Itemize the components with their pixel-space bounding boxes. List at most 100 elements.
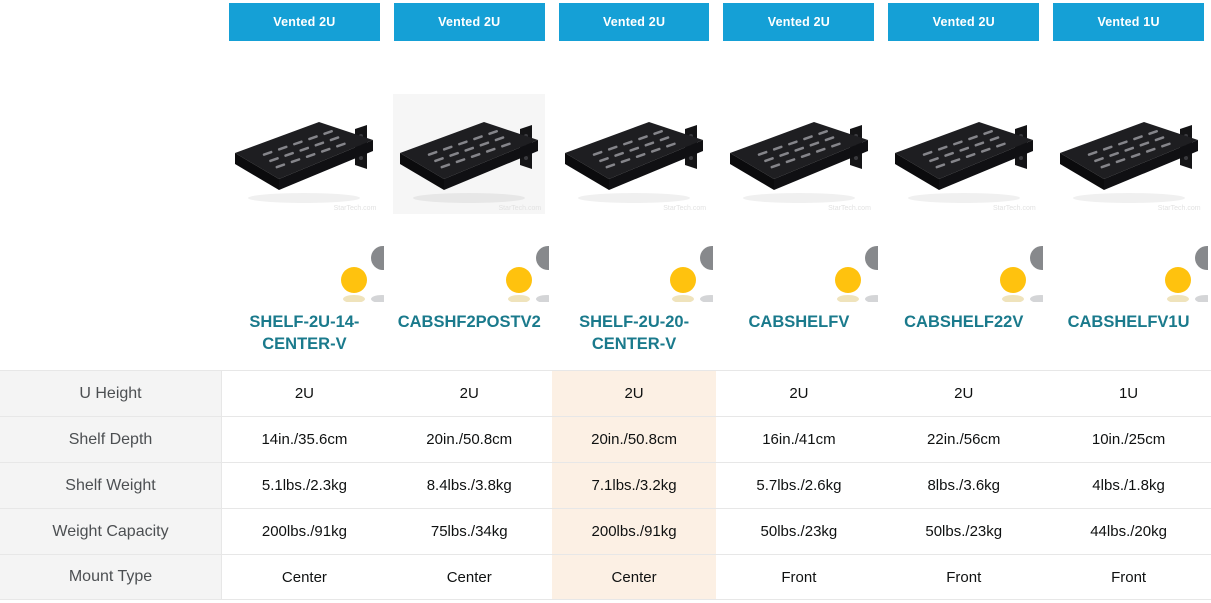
gray-dot-icon <box>700 246 714 270</box>
image-watermark: StarTech.com <box>828 205 871 212</box>
cell-mount_type: Front <box>781 568 817 586</box>
row-label-shelf_depth: Shelf Depth <box>0 417 222 462</box>
cell-weight_capacity: 44lbs./20kg <box>1090 523 1167 540</box>
gray-dot-reflection <box>535 295 549 302</box>
row-label-mount_type: Mount Type <box>0 555 222 599</box>
cell-u_height: 2U <box>551 371 717 416</box>
product-column: Vented 2U <box>552 0 717 370</box>
row-label-u_height: U Height <box>0 371 222 416</box>
cell-shelf_depth: 10in./25cm <box>1091 431 1166 448</box>
cell-weight_capacity: 200lbs./91kg <box>551 509 717 554</box>
product-image[interactable]: StarTech.com <box>228 94 380 214</box>
products-header: Vented 2U <box>0 0 1208 370</box>
cell-shelf_weight: 8.4lbs./3.8kg <box>426 477 512 494</box>
cell-mount_type: Center <box>551 555 717 599</box>
product-title-link[interactable]: CABSHELF22V <box>904 313 1024 331</box>
gray-dot-icon <box>1030 246 1044 270</box>
image-watermark: StarTech.com <box>498 205 542 212</box>
rack-shelf-illustration <box>894 122 1033 203</box>
gray-dot-icon <box>865 246 879 270</box>
cell-weight_capacity: 75lbs./34kg <box>430 523 508 540</box>
product-image[interactable]: StarTech.com <box>393 94 546 214</box>
cell-shelf_weight: 5.1lbs./2.3kg <box>261 477 347 494</box>
product-badge[interactable]: Vented 2U <box>229 3 380 41</box>
cell-mount_type: Center <box>446 568 492 586</box>
table-row: Shelf Depth 14in./35.6cm 20in./50.8cm 20in.… <box>0 416 1211 462</box>
cell-shelf_weight: 7.1lbs./3.2kg <box>551 463 717 508</box>
yellow-dot-icon <box>1000 267 1027 293</box>
product-column: Vented 2U <box>881 0 1046 370</box>
image-watermark: StarTech.com <box>992 205 1036 212</box>
product-title-link[interactable]: SHELF-2U-20-CENTER-V <box>579 313 690 354</box>
yellow-dot-reflection <box>1166 295 1189 302</box>
product-badge[interactable]: Vented 1U <box>1053 3 1204 41</box>
gray-dot-icon <box>370 246 384 270</box>
brand-dots-icon <box>1164 246 1208 302</box>
product-title-link[interactable]: CABSHF2POSTV2 <box>397 313 541 331</box>
yellow-dot-icon <box>670 267 697 293</box>
badge-label: Vented 2U <box>602 15 666 29</box>
badge-label: Vented 2U <box>273 15 336 29</box>
cell-shelf_depth: 16in./41cm <box>762 431 836 448</box>
brand-dots-icon <box>834 246 879 302</box>
brand-dots-icon <box>505 246 549 302</box>
rack-shelf-illustration <box>729 122 868 203</box>
cell-u_height: 2U <box>789 385 809 402</box>
cell-mount_type: Front <box>1111 568 1147 586</box>
brand-dots-icon <box>340 246 384 302</box>
header-spacer <box>0 0 222 370</box>
cell-shelf_depth: 20in./50.8cm <box>426 431 513 448</box>
gray-dot-reflection <box>865 295 879 302</box>
table-row: Weight Capacity 200lbs./91kg 75lbs./34kg 20… <box>0 508 1211 554</box>
badge-label: Vented 1U <box>1097 15 1160 29</box>
product-column: Vented 2U <box>387 0 552 370</box>
cell-shelf_weight: 5.7lbs./2.6kg <box>756 477 842 494</box>
product-image[interactable]: StarTech.com <box>888 94 1040 214</box>
rack-shelf-illustration <box>400 122 539 203</box>
cell-shelf_weight: 4lbs./1.8kg <box>1092 477 1165 494</box>
image-watermark: StarTech.com <box>333 205 377 212</box>
gray-dot-icon <box>1194 246 1208 270</box>
product-image[interactable]: StarTech.com <box>558 94 710 214</box>
image-watermark: StarTech.com <box>663 205 707 212</box>
cell-mount_type: Front <box>946 568 982 586</box>
product-badge[interactable]: Vented 2U <box>723 3 875 41</box>
table-row: Shelf Weight 5.1lbs./2.3kg 8.4lbs./3.8kg 7.… <box>0 462 1211 508</box>
compare-table: U Height 2U 2U 2U 2U 2U 1U Shelf Depth 14in./35.… <box>0 370 1211 600</box>
badge-label: Vented 2U <box>438 15 501 29</box>
cell-weight_capacity: 50lbs./23kg <box>760 523 838 540</box>
gray-dot-reflection <box>1030 295 1044 302</box>
gray-dot-reflection <box>1194 295 1208 302</box>
gray-dot-icon <box>535 246 549 270</box>
row-label-shelf_weight: Shelf Weight <box>0 463 222 508</box>
yellow-dot-icon <box>1164 267 1191 293</box>
rack-shelf-illustration <box>565 122 704 203</box>
badge-label: Vented 2U <box>932 15 995 29</box>
yellow-dot-icon <box>340 267 367 293</box>
product-image[interactable]: StarTech.com <box>1053 94 1205 214</box>
product-badge[interactable]: Vented 2U <box>888 3 1040 41</box>
rack-shelf-illustration <box>1059 122 1198 203</box>
yellow-dot-reflection <box>342 295 365 302</box>
table-row: U Height 2U 2U 2U 2U 2U 1U <box>0 370 1211 416</box>
table-row: Mount Type Center Center Center Front Front Fr… <box>0 554 1211 600</box>
cell-u_height: 2U <box>954 385 974 402</box>
cell-mount_type: Center <box>281 568 327 586</box>
product-title-link[interactable]: SHELF-2U-14-CENTER-V <box>249 313 360 354</box>
product-column: Vented 2U <box>222 0 387 370</box>
yellow-dot-reflection <box>672 295 695 302</box>
yellow-dot-reflection <box>837 295 860 302</box>
badge-label: Vented 2U <box>767 15 831 29</box>
product-title-link[interactable]: CABSHELFV <box>748 313 850 331</box>
image-watermark: StarTech.com <box>1157 205 1201 212</box>
gray-dot-reflection <box>700 295 714 302</box>
cell-shelf_depth: 20in./50.8cm <box>551 417 717 462</box>
cell-u_height: 1U <box>1118 385 1139 402</box>
product-image[interactable]: StarTech.com <box>723 94 875 214</box>
product-badge[interactable]: Vented 2U <box>558 3 710 41</box>
product-title-link[interactable]: CABSHELFV1U <box>1067 313 1190 331</box>
product-badge[interactable]: Vented 2U <box>393 3 545 41</box>
product-column: Vented 2U <box>716 0 881 370</box>
brand-dots-icon <box>669 246 714 302</box>
cell-weight_capacity: 200lbs./91kg <box>261 523 347 540</box>
